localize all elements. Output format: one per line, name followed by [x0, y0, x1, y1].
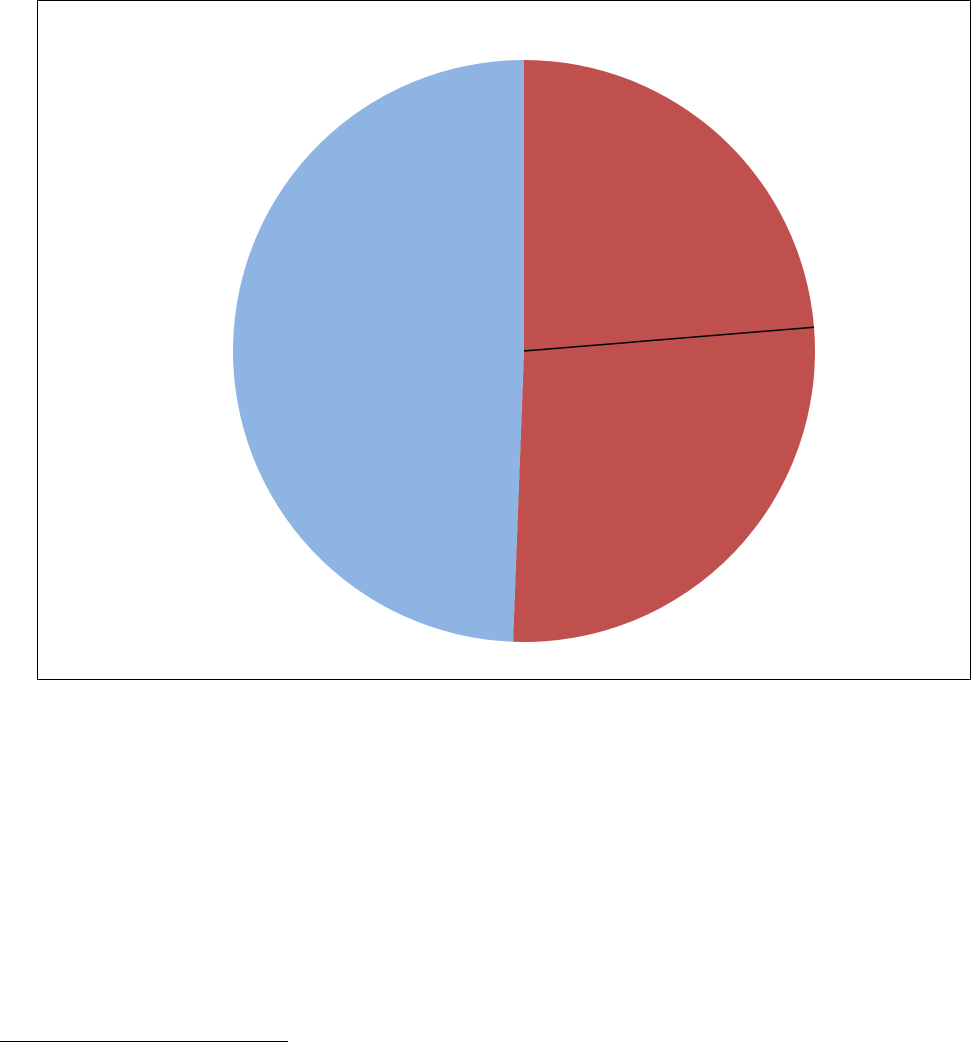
- footnote-separator: [0, 1041, 288, 1042]
- pie-slice-1: [524, 60, 815, 351]
- chart-frame: [37, 0, 971, 680]
- pie-chart: [232, 60, 815, 642]
- pie-slice-3: [232, 60, 524, 642]
- pie-slice-2: [513, 327, 815, 642]
- slice-divider-line: [523, 326, 815, 352]
